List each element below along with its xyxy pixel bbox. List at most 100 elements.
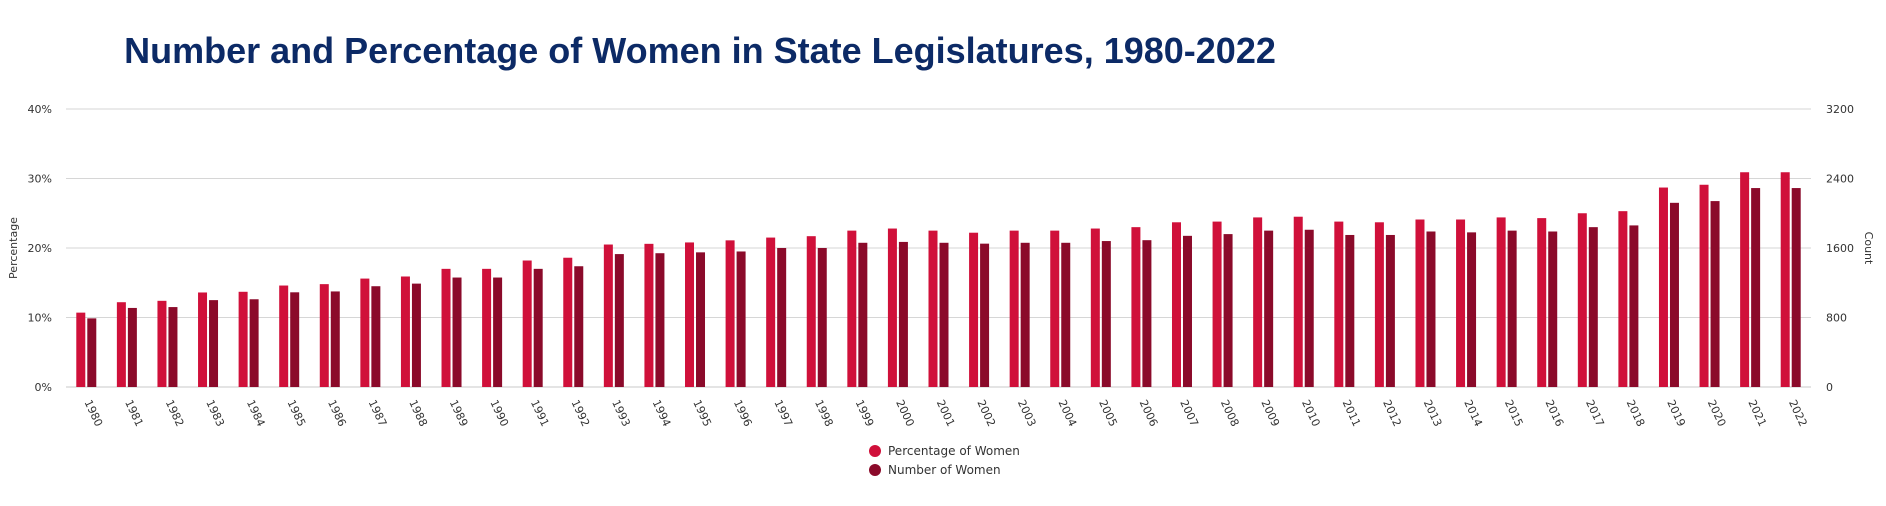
left-tick-label: 20% — [28, 242, 52, 255]
bar-percentage-of-women[interactable] — [157, 300, 167, 387]
bar-number-of-women[interactable] — [330, 291, 340, 387]
bar-number-of-women[interactable] — [817, 248, 827, 387]
bar-percentage-of-women[interactable] — [1496, 217, 1506, 387]
bar-number-of-women[interactable] — [493, 277, 503, 387]
x-tick-label: 2004 — [1056, 398, 1080, 429]
x-tick-label: 1994 — [650, 398, 674, 429]
left-axis-title: Percentage — [7, 217, 20, 279]
bar-percentage-of-women[interactable] — [319, 284, 329, 387]
bar-number-of-women[interactable] — [939, 242, 949, 387]
bar-percentage-of-women[interactable] — [1374, 222, 1384, 387]
bar-number-of-women[interactable] — [858, 242, 868, 387]
bar-percentage-of-women[interactable] — [1334, 221, 1344, 387]
x-tick-label: 2005 — [1096, 398, 1120, 429]
x-tick-label: 1998 — [812, 398, 836, 429]
bar-percentage-of-women[interactable] — [116, 302, 126, 387]
bar-percentage-of-women[interactable] — [928, 230, 938, 387]
bar-percentage-of-women[interactable] — [806, 236, 816, 387]
bar-number-of-women[interactable] — [1304, 229, 1314, 387]
bar-percentage-of-women[interactable] — [198, 292, 208, 387]
bar-percentage-of-women[interactable] — [603, 244, 613, 387]
bar-number-of-women[interactable] — [1182, 235, 1192, 387]
bar-number-of-women[interactable] — [168, 307, 178, 387]
bar-number-of-women[interactable] — [1385, 234, 1395, 387]
legend-item-number[interactable]: Number of Women — [869, 463, 1001, 477]
bar-percentage-of-women[interactable] — [522, 260, 532, 387]
bar-percentage-of-women[interactable] — [725, 240, 735, 387]
bar-percentage-of-women[interactable] — [1780, 172, 1790, 387]
bar-percentage-of-women[interactable] — [1293, 216, 1303, 387]
bar-percentage-of-women[interactable] — [1415, 219, 1425, 387]
bar-percentage-of-women[interactable] — [482, 268, 492, 387]
bar-percentage-of-women[interactable] — [400, 276, 410, 387]
bar-percentage-of-women[interactable] — [1212, 221, 1222, 387]
bar-percentage-of-women[interactable] — [1658, 187, 1668, 387]
bar-number-of-women[interactable] — [1548, 231, 1558, 387]
bar-number-of-women[interactable] — [87, 318, 97, 387]
bar-number-of-women[interactable] — [574, 266, 584, 387]
bar-number-of-women[interactable] — [736, 251, 746, 387]
x-tick-label: 2020 — [1705, 398, 1729, 429]
x-tick-label: 2016 — [1543, 398, 1567, 429]
bar-percentage-of-women[interactable] — [685, 242, 695, 387]
bar-number-of-women[interactable] — [1020, 242, 1030, 387]
bar-number-of-women[interactable] — [980, 243, 990, 387]
bar-percentage-of-women[interactable] — [360, 278, 370, 387]
bar-number-of-women[interactable] — [1791, 188, 1801, 387]
bar-number-of-women[interactable] — [533, 268, 543, 387]
bar-number-of-women[interactable] — [290, 292, 300, 387]
bar-percentage-of-women[interactable] — [1699, 184, 1709, 387]
bar-number-of-women[interactable] — [411, 283, 421, 387]
bar-number-of-women[interactable] — [777, 248, 787, 387]
bar-number-of-women[interactable] — [209, 300, 219, 387]
bar-percentage-of-women[interactable] — [1577, 213, 1587, 387]
bar-number-of-women[interactable] — [1751, 188, 1761, 387]
bar-number-of-women[interactable] — [898, 241, 908, 387]
bar-percentage-of-women[interactable] — [1171, 222, 1181, 387]
bar-number-of-women[interactable] — [127, 307, 137, 387]
bar-percentage-of-women[interactable] — [279, 285, 289, 387]
bar-number-of-women[interactable] — [1264, 230, 1274, 387]
bar-number-of-women[interactable] — [614, 254, 624, 387]
legend-item-percentage[interactable]: Percentage of Women — [869, 444, 1020, 458]
bar-number-of-women[interactable] — [1467, 232, 1477, 387]
bar-percentage-of-women[interactable] — [887, 228, 897, 387]
bar-percentage-of-women[interactable] — [238, 291, 248, 387]
bar-percentage-of-women[interactable] — [76, 312, 86, 387]
bar-percentage-of-women[interactable] — [1740, 172, 1750, 387]
bar-number-of-women[interactable] — [655, 253, 665, 387]
bar-number-of-women[interactable] — [1101, 241, 1111, 387]
bar-number-of-women[interactable] — [371, 286, 381, 387]
bar-number-of-women[interactable] — [1142, 240, 1152, 387]
bar-percentage-of-women[interactable] — [847, 230, 857, 387]
bar-number-of-women[interactable] — [696, 252, 706, 387]
x-tick-label: 2001 — [934, 398, 958, 429]
bar-percentage-of-women[interactable] — [563, 257, 573, 387]
right-tick-label: 0 — [1826, 381, 1833, 394]
bar-number-of-women[interactable] — [249, 299, 259, 387]
bar-percentage-of-women[interactable] — [644, 243, 654, 387]
bar-percentage-of-women[interactable] — [1456, 219, 1466, 387]
bar-number-of-women[interactable] — [1669, 202, 1679, 387]
bar-percentage-of-women[interactable] — [1009, 230, 1019, 387]
bar-number-of-women[interactable] — [1223, 234, 1233, 387]
x-tick-label: 2011 — [1340, 398, 1364, 429]
bar-number-of-women[interactable] — [1061, 242, 1071, 387]
bar-number-of-women[interactable] — [1426, 231, 1436, 387]
bar-number-of-women[interactable] — [1629, 225, 1639, 387]
bar-percentage-of-women[interactable] — [1090, 228, 1100, 387]
bar-number-of-women[interactable] — [1710, 201, 1720, 387]
bar-percentage-of-women[interactable] — [1537, 218, 1547, 387]
bar-number-of-women[interactable] — [1507, 230, 1517, 387]
bar-number-of-women[interactable] — [452, 277, 462, 387]
bar-percentage-of-women[interactable] — [1618, 211, 1628, 387]
bar-percentage-of-women[interactable] — [441, 268, 451, 387]
bar-percentage-of-women[interactable] — [1131, 227, 1141, 387]
bar-number-of-women[interactable] — [1345, 234, 1355, 387]
bar-percentage-of-women[interactable] — [1050, 230, 1060, 387]
x-tick-label: 1995 — [690, 398, 714, 429]
bar-percentage-of-women[interactable] — [969, 232, 979, 387]
bar-percentage-of-women[interactable] — [1253, 217, 1263, 387]
bar-number-of-women[interactable] — [1588, 227, 1598, 387]
bar-percentage-of-women[interactable] — [766, 237, 776, 387]
